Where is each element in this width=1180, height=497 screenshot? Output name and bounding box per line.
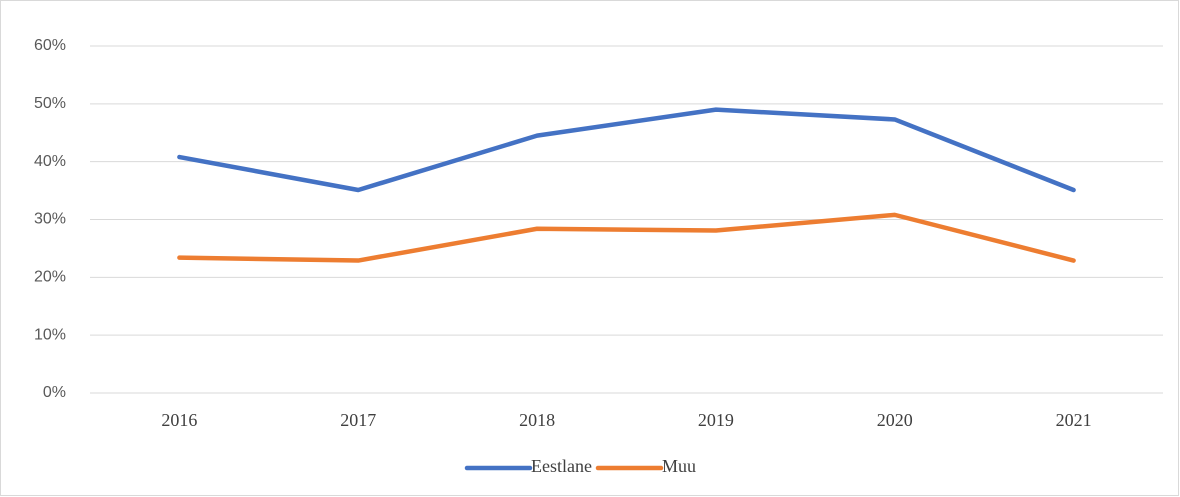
legend-label: Eestlane — [531, 456, 592, 476]
series-line — [177, 107, 1076, 193]
y-tick-label: 50% — [34, 95, 66, 112]
y-tick-label: 30% — [34, 211, 66, 228]
x-tick-label: 2016 — [161, 410, 197, 430]
y-tick-label: 10% — [34, 326, 66, 343]
series-line — [177, 212, 1076, 263]
x-tick-label: 2020 — [877, 410, 913, 430]
x-tick-label: 2021 — [1056, 410, 1092, 430]
y-tick-label: 40% — [34, 153, 66, 170]
legend-label: Muu — [662, 456, 696, 476]
x-tick-label: 2017 — [340, 410, 376, 430]
x-tick-label: 2018 — [519, 410, 555, 430]
y-tick-label: 0% — [43, 384, 66, 401]
x-tick-label: 2019 — [698, 410, 734, 430]
y-tick-label: 60% — [34, 37, 66, 54]
y-tick-label: 20% — [34, 269, 66, 286]
